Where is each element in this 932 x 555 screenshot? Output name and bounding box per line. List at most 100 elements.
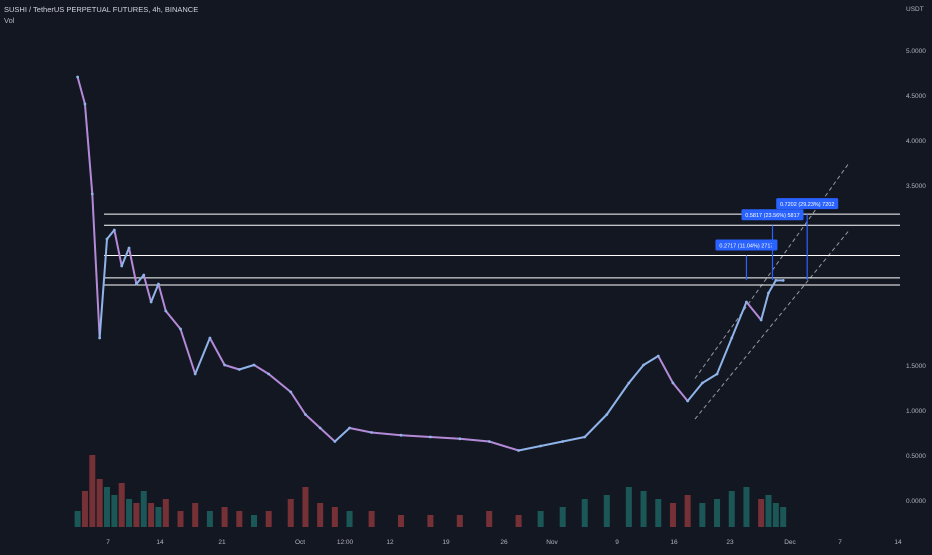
price-segment bbox=[150, 283, 160, 303]
price-point bbox=[517, 449, 520, 452]
currency-label: USDT bbox=[906, 6, 924, 13]
price-point bbox=[487, 440, 491, 443]
y-tick-label: 3.5000 bbox=[906, 183, 926, 190]
price-segment bbox=[224, 364, 240, 371]
x-tick-label: 14 bbox=[156, 539, 164, 546]
price-point bbox=[135, 282, 138, 286]
price-point bbox=[759, 318, 763, 322]
price-point bbox=[700, 381, 704, 385]
volume-bar bbox=[346, 511, 353, 527]
volume-bar bbox=[699, 503, 706, 527]
price-point bbox=[561, 440, 565, 443]
price-segment bbox=[686, 382, 704, 402]
volume-bar bbox=[133, 503, 140, 527]
price-point bbox=[774, 279, 778, 282]
price-point bbox=[127, 246, 131, 250]
y-tick-label: 1.5000 bbox=[906, 363, 926, 370]
price-point bbox=[605, 413, 609, 416]
price-point bbox=[304, 413, 307, 416]
price-point bbox=[671, 381, 675, 385]
price-segment bbox=[628, 364, 645, 384]
volume-bar bbox=[537, 511, 544, 527]
volume-bar bbox=[251, 515, 257, 527]
price-segment bbox=[643, 355, 659, 366]
price-point bbox=[745, 300, 748, 304]
volume-bar bbox=[206, 511, 213, 527]
price-point bbox=[730, 336, 734, 340]
volume-bar bbox=[625, 487, 632, 527]
price-point bbox=[83, 102, 87, 106]
price-segment bbox=[83, 103, 94, 195]
volume-bar bbox=[427, 515, 434, 527]
x-tick-label: 16 bbox=[670, 539, 678, 546]
price-point bbox=[157, 282, 160, 286]
price-point bbox=[348, 426, 351, 430]
price-segment bbox=[209, 337, 226, 366]
volume-bar bbox=[104, 487, 110, 527]
volume-indicator-label[interactable]: Vol bbox=[4, 16, 15, 25]
x-tick-label: Oct bbox=[295, 539, 305, 546]
price-segment bbox=[459, 437, 490, 443]
volume-bar bbox=[148, 503, 155, 527]
price-segment bbox=[165, 310, 182, 330]
x-tick-label: Dec bbox=[784, 539, 796, 546]
x-tick-label: 14 bbox=[894, 539, 902, 546]
volume-bar bbox=[743, 487, 750, 527]
price-segment bbox=[239, 364, 255, 371]
price-point bbox=[583, 435, 587, 439]
channel-line bbox=[694, 229, 850, 420]
price-segment bbox=[488, 440, 519, 452]
volume-bar bbox=[302, 487, 309, 527]
volume-bar bbox=[581, 499, 588, 527]
price-segment bbox=[400, 434, 431, 438]
price-segment bbox=[319, 427, 336, 443]
channel-layer bbox=[694, 162, 850, 420]
price-segment bbox=[289, 391, 307, 416]
volume-bar bbox=[486, 511, 493, 527]
volume-bar bbox=[140, 491, 147, 527]
price-layer bbox=[76, 75, 785, 452]
price-segment bbox=[760, 292, 770, 321]
volume-bar bbox=[162, 499, 169, 527]
volume-bar bbox=[81, 491, 88, 527]
price-point bbox=[105, 237, 109, 241]
price-point bbox=[686, 399, 690, 403]
volume-bar bbox=[515, 515, 522, 527]
volume-bar bbox=[126, 499, 133, 527]
measure-box bbox=[741, 209, 804, 221]
price-segment bbox=[135, 274, 145, 285]
chart-header: SUSHI / TetherUS PERPETUAL FUTURES, 4h, … bbox=[4, 4, 198, 26]
price-point bbox=[318, 426, 322, 430]
price-point bbox=[333, 440, 337, 443]
price-segment bbox=[113, 229, 123, 267]
price-point bbox=[142, 273, 146, 277]
y-tick-label: 0.0000 bbox=[906, 498, 926, 505]
price-segment bbox=[142, 274, 153, 303]
measurements-layer: 0.2717 (11.04%) 2717 0.5817 (23.56%) 5817… bbox=[715, 198, 839, 281]
price-segment bbox=[194, 337, 211, 375]
x-tick-label: 23 bbox=[726, 539, 734, 546]
volume-bar bbox=[714, 499, 721, 527]
price-segment bbox=[540, 440, 563, 447]
price-segment bbox=[584, 413, 608, 438]
price-segment bbox=[562, 436, 585, 443]
x-tick-label: 7 bbox=[106, 539, 110, 546]
price-segment bbox=[128, 247, 138, 285]
volume-bar bbox=[317, 503, 324, 527]
price-segment bbox=[518, 445, 541, 452]
price-point bbox=[120, 264, 124, 268]
price-segment bbox=[767, 279, 777, 294]
volume-bar bbox=[368, 511, 375, 527]
price-segment bbox=[334, 427, 351, 443]
price-point bbox=[164, 309, 168, 313]
price-point bbox=[149, 300, 153, 304]
price-point bbox=[76, 75, 79, 79]
price-segment bbox=[745, 301, 762, 321]
price-segment bbox=[349, 427, 372, 434]
volume-bar bbox=[780, 507, 787, 527]
price-point bbox=[767, 291, 770, 295]
volume-bar bbox=[177, 511, 184, 527]
